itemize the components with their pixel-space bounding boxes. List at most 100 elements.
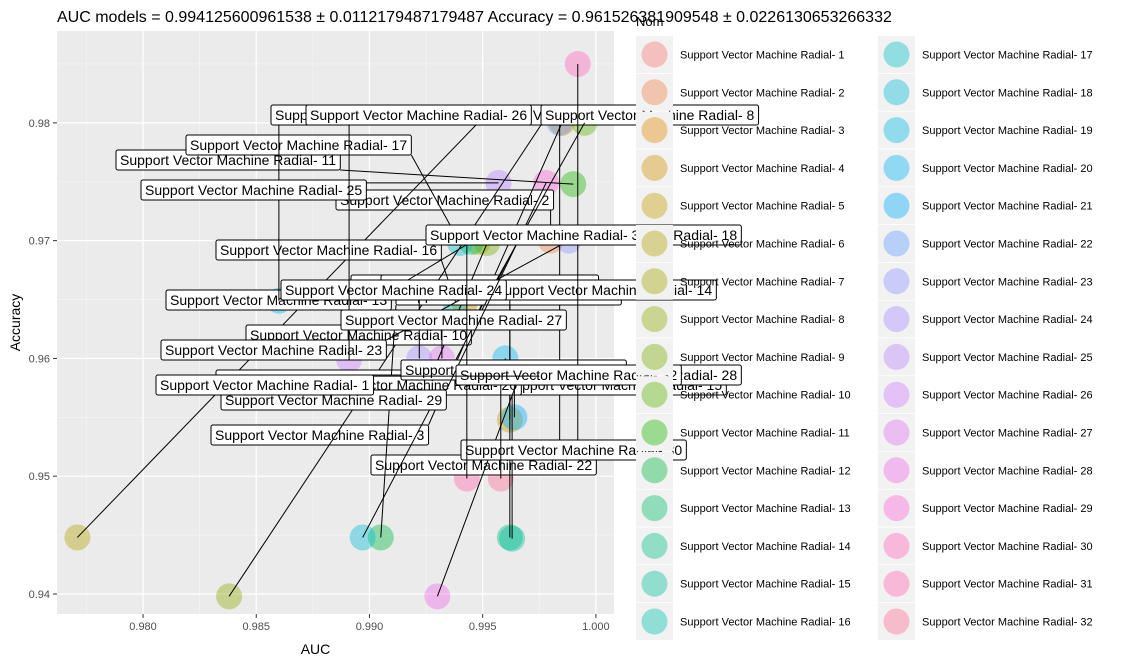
- legend-item: Support Vector Machine Radial- 32: [878, 603, 1093, 640]
- legend-title: Nom: [636, 14, 663, 29]
- legend-item: Support Vector Machine Radial- 26: [878, 376, 1093, 414]
- y-tick-label: 0.96: [29, 353, 50, 365]
- label-text: Support Vector Machine Radial- 3: [215, 427, 425, 443]
- legend-key: [641, 457, 668, 484]
- legend-label: Support Vector Machine Radial- 20: [922, 163, 1093, 175]
- legend-key: [883, 154, 910, 181]
- legend-item: Support Vector Machine Radial- 5: [636, 187, 844, 225]
- legend-key: [641, 154, 668, 181]
- legend-key: [883, 306, 910, 333]
- legend-label: Support Vector Machine Radial- 10: [680, 390, 851, 402]
- label-box: [160, 339, 387, 361]
- legend-key: [883, 457, 910, 484]
- legend-label: Support Vector Machine Radial- 30: [922, 541, 1093, 553]
- label-text: Support Vector Machine Radial- 30: [465, 442, 682, 458]
- legend-item: Support Vector Machine Radial- 15: [636, 565, 851, 603]
- point-label: Support Vector Machine Radial- 17: [185, 134, 461, 244]
- legend-key-bg: [878, 36, 915, 73]
- legend-key: [883, 192, 910, 219]
- legend-item: Support Vector Machine Radial- 18: [878, 73, 1093, 111]
- legend-key: [883, 230, 910, 257]
- legend-item: Support Vector Machine Radial- 25: [878, 338, 1093, 376]
- label-text: Support Vector Machine Radial- 16: [220, 242, 437, 258]
- legend-key-bg: [878, 111, 915, 149]
- legend-key: [641, 230, 668, 257]
- legend-key-bg: [636, 451, 673, 489]
- label-box: [185, 134, 412, 156]
- legend-key-bg: [636, 111, 673, 149]
- legend-label: Support Vector Machine Radial- 22: [922, 239, 1093, 251]
- x-tick-label: 1.000: [582, 621, 610, 633]
- legend-label: Support Vector Machine Radial- 21: [922, 201, 1093, 213]
- legend-key-bg: [878, 603, 915, 640]
- legend-item: Support Vector Machine Radial- 2: [636, 73, 844, 111]
- legend-item: Support Vector Machine Radial- 27: [878, 414, 1093, 451]
- legend-key: [883, 268, 910, 295]
- point-label: Support Vector Machine Radial- 32: [455, 364, 682, 479]
- legend-key-bg: [636, 565, 673, 603]
- legend-key: [883, 117, 910, 144]
- legend-key-bg: [878, 338, 915, 376]
- legend-label: Support Vector Machine Radial- 4: [680, 163, 844, 175]
- legend-item: Support Vector Machine Radial- 30: [878, 527, 1093, 565]
- legend-label: Support Vector Machine Radial- 27: [922, 428, 1093, 440]
- legend-key-bg: [636, 73, 673, 111]
- legend-key-bg: [878, 187, 915, 225]
- legend-key-bg: [636, 414, 673, 451]
- legend-label: Support Vector Machine Radial- 9: [680, 352, 844, 364]
- legend-label: Support Vector Machine Radial- 29: [922, 503, 1093, 515]
- legend-item: Support Vector Machine Radial- 17: [878, 36, 1093, 73]
- label-box: [155, 374, 375, 396]
- legend-key-bg: [878, 225, 915, 262]
- legend-item: Support Vector Machine Radial- 1: [636, 36, 844, 73]
- legend-label: Support Vector Machine Radial- 31: [922, 579, 1093, 591]
- y-tick-label: 0.94: [29, 589, 50, 601]
- y-axis-title: Accuracy: [7, 294, 23, 352]
- legend-label: Support Vector Machine Radial- 8: [680, 314, 844, 326]
- y-tick-label: 0.98: [29, 118, 50, 130]
- legend-label: Support Vector Machine Radial- 11: [680, 428, 850, 440]
- legend-label: Support Vector Machine Radial- 32: [922, 617, 1093, 629]
- legend-key: [883, 495, 910, 522]
- legend-key: [883, 79, 910, 106]
- legend-item: Support Vector Machine Radial- 11: [636, 414, 850, 451]
- label-text: Support Vector Machine Radial- 11: [120, 152, 336, 168]
- legend-key: [641, 532, 668, 559]
- point-label: Support Vector Machine Radial- 11: [115, 149, 574, 185]
- label-text: Support Vector Machine Radial- 27: [345, 312, 562, 328]
- label-box: [340, 309, 567, 331]
- legend-item: Support Vector Machine Radial- 21: [878, 187, 1093, 225]
- legend-item: Support Vector Machine Radial- 29: [878, 489, 1093, 527]
- legend-key-bg: [878, 565, 915, 603]
- legend-label: Support Vector Machine Radial- 25: [922, 352, 1093, 364]
- label-text: Support Vector Machine Radial- 17: [190, 137, 407, 153]
- legend-key-bg: [878, 414, 915, 451]
- legend-key: [641, 306, 668, 333]
- legend-key: [883, 419, 910, 446]
- legend-label: Support Vector Machine Radial- 23: [922, 276, 1093, 288]
- x-tick-label: 0.995: [469, 621, 497, 633]
- point-label: Support Vector Machine Radial- 24: [280, 279, 507, 359]
- legend-key-bg: [878, 300, 915, 338]
- y-tick-label: 0.97: [29, 236, 50, 248]
- legend-label: Support Vector Machine Radial- 6: [680, 239, 844, 251]
- point-label: Support Vector Machine Radial- 1: [155, 374, 540, 396]
- x-axis-title: AUC: [301, 641, 331, 657]
- label-leader-line: [228, 124, 542, 597]
- label-text: Support Vector Machine Radial- 22: [375, 457, 592, 473]
- point-label: Support Vector Machine Radial- 31: [425, 224, 652, 479]
- legend-key-bg: [636, 225, 673, 262]
- legend-key-bg: [878, 451, 915, 489]
- point-label: Support Vector Machine Radial- 25: [140, 179, 499, 201]
- legend-key-bg: [636, 603, 673, 640]
- legend-key-bg: [636, 149, 673, 187]
- chart-title: AUC models = 0.994125600961538 ± 0.01121…: [57, 9, 892, 26]
- legend-label: Support Vector Machine Radial- 3: [680, 125, 844, 137]
- x-axis-ticks: 0.980 0.985 0.990 0.995 1.000: [129, 614, 610, 633]
- label-leader-line: [340, 169, 574, 185]
- legend-label: Support Vector Machine Radial- 18: [922, 87, 1093, 99]
- legend-label: Support Vector Machine Radial- 16: [680, 617, 851, 629]
- legend-key: [641, 570, 668, 597]
- legend-label: Support Vector Machine Radial- 19: [922, 125, 1093, 137]
